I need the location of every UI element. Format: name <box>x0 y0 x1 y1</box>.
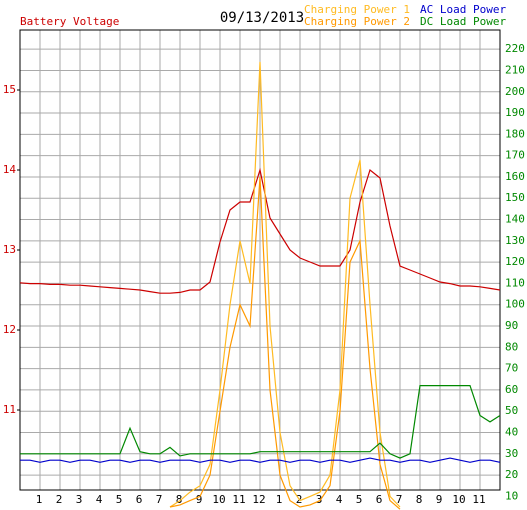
y2-tick-label: 110 <box>505 276 525 289</box>
x-tick-label: 1 <box>36 493 43 506</box>
x-tick-label: 10 <box>452 493 465 506</box>
y-tick-label: 12 <box>3 323 16 336</box>
x-tick-label: 8 <box>416 493 423 506</box>
legend-label: DC Load Power <box>420 15 506 28</box>
plot-frame <box>19 29 501 491</box>
y2-tick-label: 120 <box>505 255 525 268</box>
y2-tick-label: 40 <box>505 426 518 439</box>
legend-label: Charging Power 2 <box>304 15 410 28</box>
x-tick-label: 4 <box>96 493 103 506</box>
x-tick-label: 9 <box>436 493 443 506</box>
x-tick-label: 3 <box>76 493 83 506</box>
y2-tick-label: 20 <box>505 468 518 481</box>
series-line <box>169 176 401 510</box>
y2-tick-label: 210 <box>505 63 525 76</box>
legend-label: Battery Voltage <box>20 15 119 28</box>
y-tick-label: 15 <box>3 83 16 96</box>
x-tick-label: 11 <box>232 493 245 506</box>
series-line <box>20 385 501 459</box>
y2-tick-label: 140 <box>505 213 525 226</box>
y2-tick-label: 190 <box>505 106 525 119</box>
chart-title: 09/13/2013 <box>220 10 304 26</box>
y2-tick-label: 150 <box>505 191 525 204</box>
x-tick-label: 1 <box>276 493 283 506</box>
x-tick-label: 12 <box>252 493 265 506</box>
y2-tick-label: 30 <box>505 447 518 460</box>
x-tick-label: 5 <box>356 493 363 506</box>
x-tick-label: 11 <box>472 493 485 506</box>
series-line <box>19 167 501 294</box>
y-tick-label: 11 <box>3 403 16 416</box>
y2-tick-label: 160 <box>505 170 525 183</box>
x-tick-label: 3 <box>316 493 323 506</box>
legend-label: Charging Power 1 <box>304 3 410 16</box>
x-tick-label: 10 <box>212 493 225 506</box>
x-tick-label: 5 <box>116 493 123 506</box>
x-tick-label: 6 <box>376 493 383 506</box>
x-tick-label: 6 <box>136 493 143 506</box>
y2-tick-label: 220 <box>505 42 525 55</box>
y2-tick-label: 50 <box>505 404 518 417</box>
x-tick-label: 8 <box>176 493 183 506</box>
y2-tick-label: 200 <box>505 85 525 98</box>
y2-tick-label: 60 <box>505 383 518 396</box>
y2-tick-label: 90 <box>505 319 518 332</box>
series-line <box>20 457 501 463</box>
y2-tick-label: 100 <box>505 298 525 311</box>
y2-tick-label: 170 <box>505 149 525 162</box>
y-tick-label: 13 <box>3 243 16 256</box>
x-tick-label: 7 <box>396 493 403 506</box>
x-tick-label: 7 <box>156 493 163 506</box>
x-tick-label: 4 <box>336 493 343 506</box>
y-tick-label: 14 <box>3 163 17 176</box>
y2-tick-label: 10 <box>505 489 518 502</box>
y2-tick-label: 180 <box>505 127 525 140</box>
x-tick-label: 9 <box>196 493 203 506</box>
y2-tick-label: 130 <box>505 234 525 247</box>
series-line <box>169 61 401 508</box>
legend-label: AC Load Power <box>420 3 506 16</box>
y2-tick-label: 80 <box>505 340 518 353</box>
x-tick-label: 2 <box>56 493 63 506</box>
y2-tick-label: 70 <box>505 362 518 375</box>
